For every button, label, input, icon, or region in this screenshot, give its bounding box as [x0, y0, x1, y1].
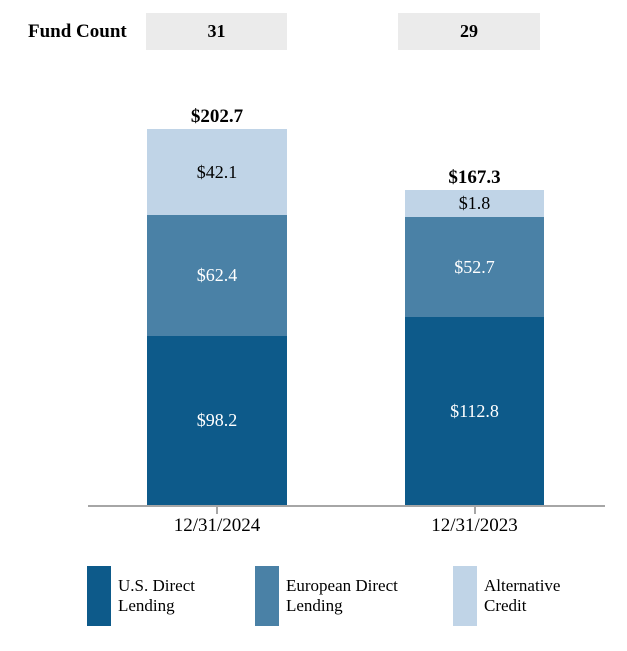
x-axis-label-2024: 12/31/2024	[173, 515, 261, 536]
legend-label-line1: Alternative	[484, 576, 561, 595]
legend-label-line2: Lending	[286, 596, 343, 615]
legend-label-line2: Lending	[118, 596, 175, 615]
bar-2024-segment-alternative-credit: $42.1	[147, 129, 287, 215]
fund-count-value-2024: 31	[146, 13, 287, 50]
bar-2024-segment-european-direct-lending: $62.4	[147, 215, 287, 336]
bar-2023-segment-alternative-credit: $1.8	[405, 190, 544, 217]
legend-item-european-direct-lending: European Direct Lending	[255, 566, 398, 626]
legend-label-line1: European Direct	[286, 576, 398, 595]
legend-label-us-direct-lending: U.S. Direct Lending	[118, 576, 195, 616]
legend-label-alternative-credit: Alternative Credit	[484, 576, 560, 616]
bar-2023: $167.3 $1.8 $52.7 $112.8	[405, 168, 544, 505]
bar-2023-total-label: $167.3	[448, 167, 501, 188]
x-axis-line	[88, 505, 605, 507]
legend-swatch-us-direct-lending	[87, 566, 111, 626]
legend-item-alternative-credit: Alternative Credit	[453, 566, 560, 626]
legend-label-line2: Credit	[484, 596, 527, 615]
bar-2024-segment-us-direct-lending: $98.2	[147, 336, 287, 505]
legend-swatch-european-direct-lending	[255, 566, 279, 626]
x-axis-label-2023: 12/31/2023	[431, 515, 518, 536]
bar-2023-segment-us-direct-lending: $112.8	[405, 317, 544, 505]
bar-2024-total-label: $202.7	[190, 106, 244, 127]
bar-2024: $202.7 $42.1 $62.4 $98.2	[147, 107, 287, 505]
legend-swatch-alternative-credit	[453, 566, 477, 626]
x-axis-tick-2023	[474, 507, 476, 514]
legend-label-line1: U.S. Direct	[118, 576, 195, 595]
legend-item-us-direct-lending: U.S. Direct Lending	[87, 566, 195, 626]
x-axis-tick-2024	[216, 507, 218, 514]
fund-count-label: Fund Count	[28, 20, 127, 42]
bar-2023-segment-european-direct-lending: $52.7	[405, 217, 544, 317]
fund-count-value-2023: 29	[398, 13, 540, 50]
legend-label-european-direct-lending: European Direct Lending	[286, 576, 398, 616]
